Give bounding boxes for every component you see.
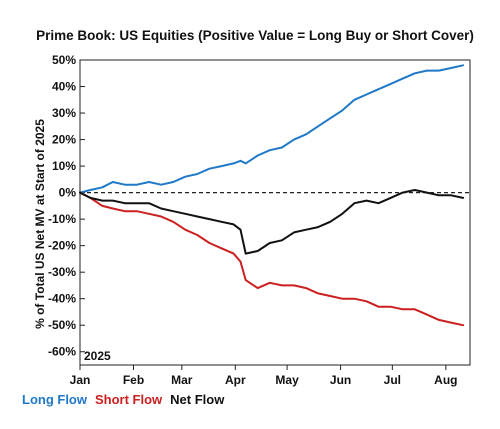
y-tick-label: -50% xyxy=(48,318,76,332)
series-line-short-flow xyxy=(79,191,465,327)
y-tick-label: 20% xyxy=(52,133,76,147)
series-line-net-flow xyxy=(79,189,465,255)
y-tick-label: -30% xyxy=(48,265,76,279)
y-tick-label: 40% xyxy=(52,80,76,94)
y-tick-label: 30% xyxy=(52,106,76,120)
chart-title: Prime Book: US Equities (Positive Value … xyxy=(36,28,474,43)
y-tick-label: 0% xyxy=(59,186,77,200)
x-tick-label: Mar xyxy=(171,373,193,387)
x-tick-label: May xyxy=(275,373,299,387)
plot-area xyxy=(79,59,471,366)
y-tick-label: -10% xyxy=(48,212,76,226)
x-tick-label: Jan xyxy=(70,373,91,387)
legend-item-short-flow: Short Flow xyxy=(95,392,163,407)
legend-item-net-flow: Net Flow xyxy=(170,392,225,407)
series-line-long-flow xyxy=(79,64,465,194)
x-axis: Jan Feb Mar Apr May Jun Jul Aug xyxy=(70,365,458,387)
legend-item-long-flow: Long Flow xyxy=(22,392,88,407)
y-axis-label: % of Total US Net MV at Start of 2025 xyxy=(33,119,47,329)
x-tick-label: Jun xyxy=(330,373,351,387)
x-tick-label: Apr xyxy=(225,373,246,387)
x-tick-label: Jul xyxy=(384,373,401,387)
y-axis: 50% 40% 30% 20% 10% 0% -10% -20% -30% -40% -50% -60… xyxy=(48,53,85,359)
legend: Long Flow Short Flow Net Flow xyxy=(22,392,225,407)
y-tick-label: -40% xyxy=(48,292,76,306)
y-tick-label: 10% xyxy=(52,159,76,173)
x-tick-label: Aug xyxy=(434,373,457,387)
y-tick-label: -20% xyxy=(48,239,76,253)
y-tick-label: 50% xyxy=(52,53,76,67)
x-tick-label: Feb xyxy=(123,373,144,387)
y-tick-label: -60% xyxy=(48,345,76,359)
series-lines xyxy=(79,64,465,327)
year-label: 2025 xyxy=(84,349,111,363)
